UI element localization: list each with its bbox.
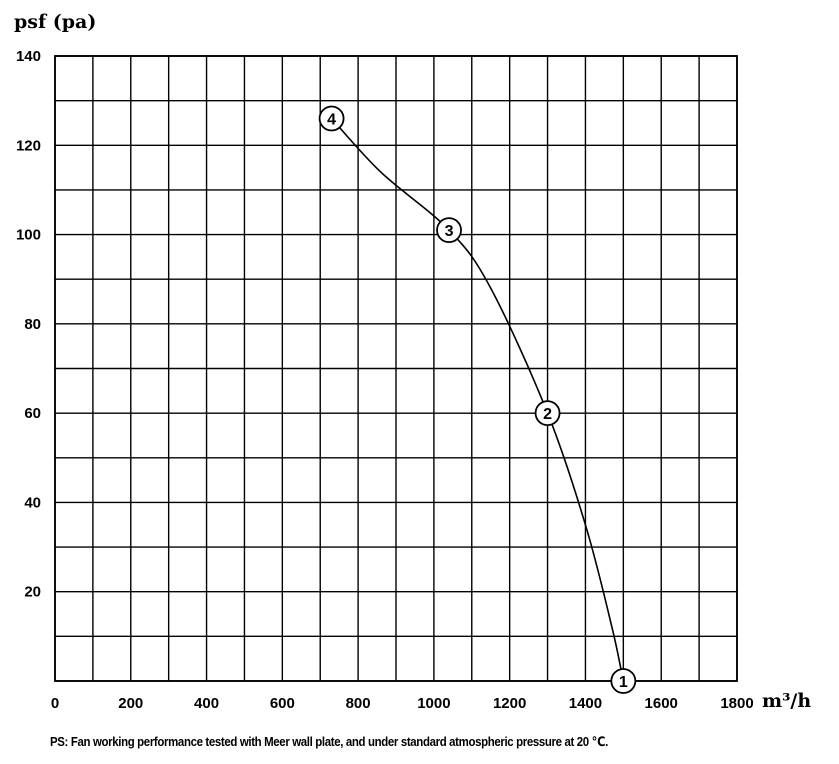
y-tick-label: 40	[24, 494, 41, 511]
footnote: PS: Fan working performance tested with …	[50, 734, 608, 749]
y-tick-labels: 20 40 60 80 100 120 140	[16, 48, 41, 601]
y-tick-label: 120	[16, 137, 41, 154]
x-tick-label: 1400	[569, 695, 602, 712]
y-tick-label: 60	[24, 405, 41, 422]
y-tick-label: 20	[24, 584, 41, 601]
operating-point-label: 3	[445, 223, 454, 240]
x-tick-label: 0	[51, 695, 59, 712]
x-tick-label: 400	[194, 695, 219, 712]
performance-curve-layer	[331, 117, 625, 682]
x-tick-label: 600	[270, 695, 295, 712]
x-tick-label: 1800	[720, 695, 753, 712]
x-tick-label: 1200	[493, 695, 526, 712]
y-tick-label: 100	[16, 227, 41, 244]
performance-curve	[331, 117, 625, 682]
grid	[54, 55, 738, 682]
x-axis-unit: m³/h	[762, 690, 811, 712]
operating-point-marker	[610, 668, 637, 694]
x-tick-label: 1600	[645, 695, 678, 712]
markers-layer: 1 2 3 4	[318, 105, 637, 694]
operating-point-label: 1	[619, 674, 628, 691]
y-tick-label: 80	[24, 316, 41, 333]
y-axis-title: psf (pa)	[14, 11, 96, 33]
x-tick-label: 200	[118, 695, 143, 712]
operating-point-label: 4	[327, 112, 336, 129]
y-tick-label: 140	[16, 48, 41, 65]
operating-point-label: 2	[543, 406, 552, 423]
x-tick-labels: 0 200 400 600 800 1000 1200 1400 1600 1800	[51, 695, 754, 712]
x-tick-label: 1000	[417, 695, 450, 712]
operating-point-marker	[318, 105, 345, 132]
operating-point-marker	[436, 217, 462, 244]
operating-point-marker	[534, 400, 561, 427]
plot-frame	[54, 55, 738, 682]
x-tick-label: 800	[346, 695, 371, 712]
